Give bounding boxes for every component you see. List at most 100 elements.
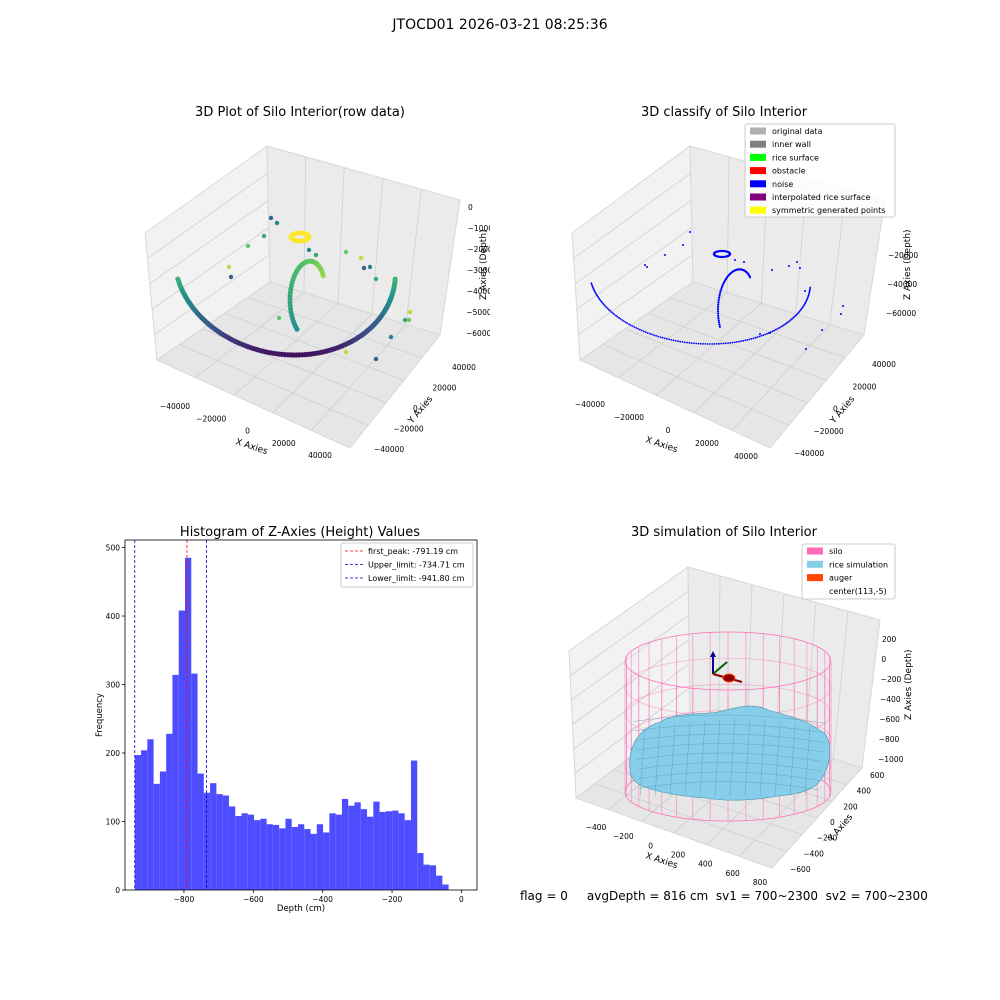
legend-swatch xyxy=(750,167,766,175)
histogram-bar xyxy=(159,771,167,890)
y-tick-label: 500 xyxy=(106,544,121,553)
data-point xyxy=(605,306,608,309)
x-tick-label: 0 xyxy=(459,895,464,904)
data-point xyxy=(709,343,711,345)
data-point xyxy=(641,329,643,332)
z-tick-label: −50000 xyxy=(466,308,490,317)
y-tick-labels: −40000 −20000 0 20000 40000 xyxy=(794,360,896,458)
histogram-bar xyxy=(348,805,355,890)
data-point xyxy=(743,261,745,263)
legend-label: rice surface xyxy=(772,153,819,162)
histogram-bar xyxy=(410,760,418,890)
data-point xyxy=(699,342,702,345)
rice-mesh-line xyxy=(669,723,676,797)
point-cloud xyxy=(175,215,413,362)
data-point xyxy=(615,314,617,317)
histogram-bar xyxy=(335,814,342,890)
histogram-bar xyxy=(316,824,324,890)
data-point xyxy=(718,325,722,328)
y-tick-label: 20000 xyxy=(433,384,457,393)
data-point xyxy=(261,233,267,239)
data-point xyxy=(651,333,653,336)
z-axis-label: Z Axies (Depth) xyxy=(904,649,914,720)
data-point xyxy=(599,300,602,302)
data-point xyxy=(784,323,787,326)
data-point xyxy=(809,286,812,289)
y-tick-label: 600 xyxy=(870,771,885,780)
histogram-bar xyxy=(147,739,154,890)
data-point xyxy=(788,265,790,267)
data-point xyxy=(721,284,724,287)
data-point xyxy=(711,343,714,345)
data-point xyxy=(649,332,651,335)
histogram-bar xyxy=(367,816,374,890)
data-point xyxy=(604,305,607,307)
z-tick-label: −20000 xyxy=(888,251,918,260)
data-point xyxy=(798,311,800,313)
x-tick-label: −800 xyxy=(174,895,195,904)
data-point xyxy=(729,341,732,344)
data-point xyxy=(799,267,801,269)
data-point xyxy=(616,315,619,318)
histogram-bar xyxy=(266,824,273,890)
data-point xyxy=(752,337,755,340)
legend-swatch xyxy=(750,193,766,201)
data-point xyxy=(402,317,408,323)
data-point xyxy=(792,317,795,319)
x-tick-label: 600 xyxy=(726,869,741,878)
x-tick-label: −40000 xyxy=(160,402,190,411)
legend: original data inner wall rice surface obsta… xyxy=(744,123,896,218)
rice-mesh-line xyxy=(684,722,691,797)
legend-swatch xyxy=(750,180,766,188)
y-tick-label: 0 xyxy=(115,886,120,895)
legend-swatch xyxy=(750,153,766,161)
data-point xyxy=(343,249,349,255)
rice-mesh-line xyxy=(633,724,826,734)
data-point xyxy=(771,269,773,271)
data-point xyxy=(591,283,593,286)
simulation-3d-plot: 3D simulation of Silo Interior −400 −200 0… xyxy=(568,525,914,887)
data-point xyxy=(720,249,724,253)
rice-mesh-line xyxy=(654,725,661,797)
histogram-bar xyxy=(291,826,298,890)
data-point xyxy=(688,341,691,344)
histogram-bar xyxy=(310,833,317,890)
plot-frame xyxy=(124,539,478,891)
histogram-bar xyxy=(385,811,393,890)
x-axis-label: X Axies xyxy=(234,437,269,457)
data-point xyxy=(717,314,720,317)
x-tick-label: −20000 xyxy=(196,414,226,423)
data-point xyxy=(713,343,716,345)
data-point xyxy=(821,329,823,331)
data-point xyxy=(776,327,779,330)
data-point xyxy=(793,315,796,318)
data-point xyxy=(679,340,682,343)
data-point xyxy=(717,319,720,322)
data-point xyxy=(718,342,720,345)
data-point xyxy=(746,339,749,341)
z-tick-label: −20000 xyxy=(467,245,490,254)
legend-label: symmetric generated points xyxy=(772,206,885,215)
x-tick-label: −40000 xyxy=(575,400,605,409)
data-point xyxy=(842,305,844,307)
data-point xyxy=(666,337,668,340)
y-tick-labels: −600 −400 −200 0 200 400 600 xyxy=(790,771,885,874)
data-point xyxy=(343,349,349,355)
rice-mesh-line xyxy=(637,762,822,772)
x-axis-label: X Axies xyxy=(644,435,679,455)
data-point xyxy=(306,233,312,239)
rice-mesh-line xyxy=(804,725,811,797)
data-point xyxy=(807,296,809,298)
chart-title: 3D Plot of Silo Interior(row data) xyxy=(195,105,405,120)
data-point xyxy=(406,317,412,323)
data-point xyxy=(795,313,798,316)
classify-3d-plot: 3D classify of Silo Interior −40000−2000… xyxy=(571,105,918,461)
z-tick-labels: 0 −10000 −20000 −30000 −40000 −50000 −60000 xyxy=(466,203,490,338)
z-tick-label: −400 xyxy=(880,695,901,704)
data-point xyxy=(723,281,726,284)
data-point xyxy=(689,231,691,233)
histogram-bar xyxy=(197,773,204,890)
data-point xyxy=(644,331,647,334)
histogram-bar xyxy=(379,811,386,890)
y-tick-label: 200 xyxy=(843,802,858,811)
